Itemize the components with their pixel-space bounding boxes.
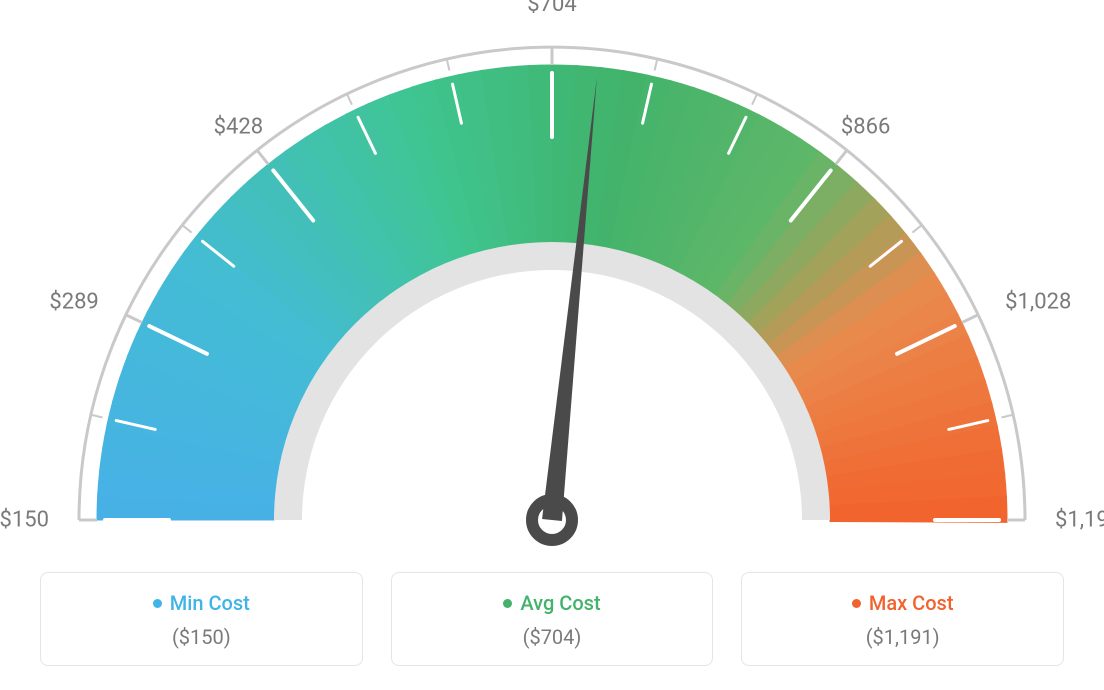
gauge-area: $150 $289 $428 $704 $866 $1,028 $1,191 xyxy=(0,0,1104,570)
legend-title-avg: Avg Cost xyxy=(503,591,600,615)
legend-row: Min Cost ($150) Avg Cost ($704) Max Cost… xyxy=(40,572,1064,666)
gauge-svg xyxy=(0,0,1104,570)
legend-dot-max xyxy=(852,599,861,608)
legend-label-min: Min Cost xyxy=(170,591,250,615)
legend-label-avg: Avg Cost xyxy=(520,591,600,615)
legend-dot-avg xyxy=(503,599,512,608)
legend-title-max: Max Cost xyxy=(852,591,954,615)
scale-label: $150 xyxy=(0,508,49,533)
legend-label-max: Max Cost xyxy=(869,591,954,615)
cost-gauge-chart: $150 $289 $428 $704 $866 $1,028 $1,191 Min Cos… xyxy=(0,0,1104,690)
legend-card-min: Min Cost ($150) xyxy=(40,572,363,666)
legend-card-avg: Avg Cost ($704) xyxy=(391,572,714,666)
legend-card-max: Max Cost ($1,191) xyxy=(741,572,1064,666)
scale-label: $428 xyxy=(214,114,263,139)
legend-value-avg: ($704) xyxy=(402,625,703,649)
legend-dot-min xyxy=(153,599,162,608)
scale-label: $289 xyxy=(49,289,98,314)
scale-label: $1,028 xyxy=(1005,289,1071,314)
legend-value-min: ($150) xyxy=(51,625,352,649)
scale-label: $1,191 xyxy=(1055,508,1104,533)
scale-label: $866 xyxy=(841,114,890,139)
legend-value-max: ($1,191) xyxy=(752,625,1053,649)
legend-title-min: Min Cost xyxy=(153,591,250,615)
scale-label: $704 xyxy=(527,0,576,17)
